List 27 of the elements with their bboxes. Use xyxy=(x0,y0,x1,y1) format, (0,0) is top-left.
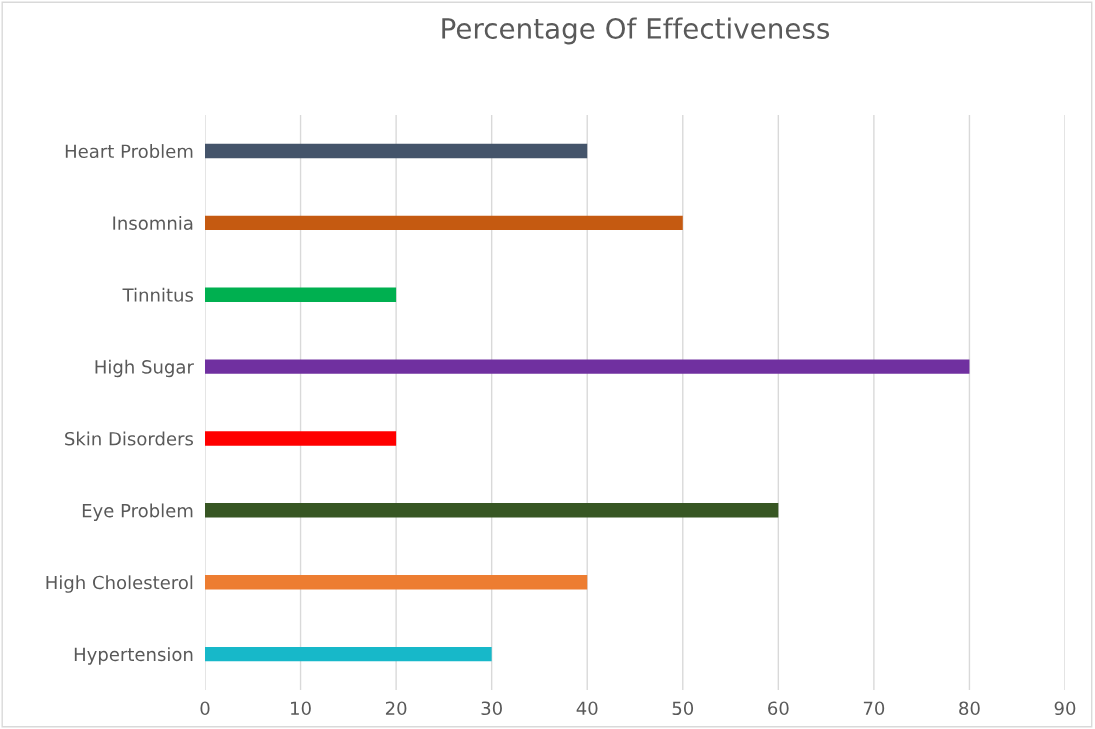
y-tick-label: Heart Problem xyxy=(65,144,193,159)
bar xyxy=(205,143,588,159)
y-tick-label: Eye Problem xyxy=(82,503,193,521)
x-tick-label: 0 xyxy=(200,701,210,716)
chart-title: Percentage Of Effectiveness xyxy=(442,17,830,45)
y-tick-label: Tinnitus xyxy=(122,287,194,302)
x-tick-label: 50 xyxy=(672,701,694,716)
x-tick-label: 90 xyxy=(1054,701,1076,716)
bar xyxy=(205,215,683,230)
y-tick-label: Insomnia xyxy=(113,215,193,230)
y-tick-label: High Sugar xyxy=(95,359,194,378)
x-tick-label: 40 xyxy=(576,701,598,716)
y-tick-label: Hypertension xyxy=(74,647,193,665)
x-tick-label: 60 xyxy=(768,701,789,716)
x-tick-label: 30 xyxy=(481,701,502,716)
bar xyxy=(205,287,397,302)
y-tick-label: High Cholesterol xyxy=(46,575,193,593)
bar xyxy=(205,431,397,446)
x-tick-label: 70 xyxy=(863,701,885,716)
y-tick-label: Skin Disorders xyxy=(65,431,194,446)
bar xyxy=(205,503,779,518)
x-tick-label: 10 xyxy=(291,701,311,716)
bar xyxy=(205,575,588,590)
x-tick-label: 80 xyxy=(959,701,980,716)
bar xyxy=(205,646,492,662)
bar xyxy=(205,359,970,374)
x-tick-label: 20 xyxy=(385,701,407,716)
